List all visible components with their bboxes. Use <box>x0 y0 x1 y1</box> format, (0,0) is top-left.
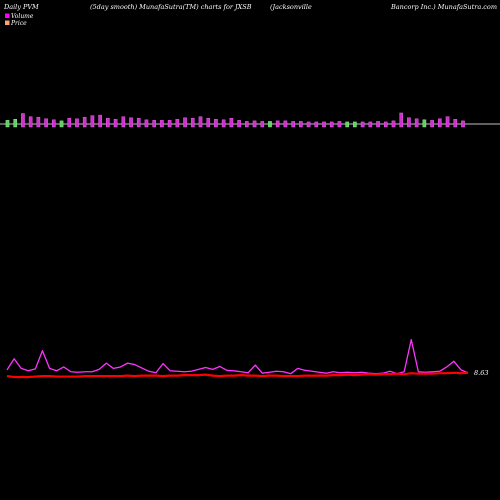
volume-bar <box>245 121 249 128</box>
volume-bar <box>28 116 33 128</box>
header-center-left: (5day smooth) MunafaSutra(TM) charts for… <box>90 3 252 11</box>
volume-bar <box>360 121 365 128</box>
volume-bar <box>190 118 195 128</box>
volume-bar <box>237 120 241 128</box>
volume-bar <box>453 119 458 128</box>
volume-bar <box>322 121 326 128</box>
volume-bar <box>129 117 133 128</box>
volume-bar <box>82 116 87 128</box>
volume-bar <box>268 121 272 128</box>
volume-bar <box>275 120 280 128</box>
volume-bar <box>206 118 211 128</box>
price-line <box>6 371 469 379</box>
volume-bar <box>5 120 10 128</box>
volume-bar <box>229 118 234 128</box>
volume-bar <box>399 112 404 128</box>
legend-price-swatch <box>5 20 10 25</box>
volume-bar <box>353 121 357 128</box>
volume-bar <box>291 121 295 128</box>
legend-price-label: Price <box>10 20 27 27</box>
header-left: Daily PVM <box>3 3 39 11</box>
header-center-right: (Jacksonville <box>270 3 312 11</box>
volume-bar <box>414 118 419 128</box>
volume-bar <box>59 120 64 128</box>
volume-bar <box>368 121 373 128</box>
volume-bar <box>306 121 311 128</box>
volume-bar <box>337 121 342 128</box>
volume-bar <box>329 121 334 128</box>
volume-bar <box>391 120 396 128</box>
volume-bar <box>106 118 110 128</box>
volume-bar <box>422 119 427 128</box>
volume-bar <box>175 119 180 128</box>
volume-bar <box>90 115 95 128</box>
volume-bar <box>52 119 56 128</box>
volume-bar <box>221 119 226 128</box>
header-right: Bancorp Inc.) MunafaSutra.com <box>390 3 497 11</box>
volume-bar <box>152 120 156 128</box>
volume-bars <box>5 112 465 128</box>
legend-volume-swatch <box>5 13 10 18</box>
volume-bar <box>160 120 164 128</box>
volume-bar <box>75 118 79 128</box>
volume-bar <box>13 119 18 128</box>
volume-line <box>6 338 469 375</box>
volume-bar <box>299 121 303 128</box>
volume-bar <box>407 117 411 128</box>
lines-group <box>6 338 469 379</box>
volume-bar <box>21 113 25 128</box>
volume-bar <box>121 116 126 128</box>
volume-bar <box>198 116 203 128</box>
volume-bar <box>214 119 218 128</box>
volume-bar <box>98 114 102 128</box>
volume-bar <box>183 117 187 128</box>
volume-bar <box>67 118 72 128</box>
volume-bar <box>36 116 41 128</box>
volume-bar <box>314 121 319 128</box>
volume-bar <box>438 118 442 128</box>
volume-bar <box>113 119 118 128</box>
volume-bar <box>283 120 288 128</box>
volume-bar <box>430 120 434 128</box>
volume-bar <box>345 121 349 128</box>
volume-bar <box>376 121 380 128</box>
volume-bar <box>260 121 265 128</box>
volume-bar <box>136 118 141 128</box>
volume-bar <box>383 121 388 128</box>
volume-bar <box>144 119 149 128</box>
volume-bar <box>445 116 450 128</box>
volume-bar <box>461 120 465 128</box>
volume-bar <box>252 120 257 128</box>
legend-volume-label: Volume <box>11 13 34 20</box>
volume-bar <box>167 120 172 128</box>
last-price-label: 8.63 <box>474 369 488 377</box>
volume-bar <box>44 118 48 128</box>
